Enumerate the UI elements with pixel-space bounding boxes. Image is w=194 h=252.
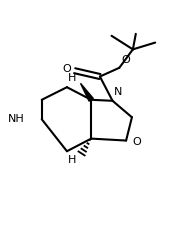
Text: O: O <box>121 55 130 65</box>
Text: O: O <box>62 64 71 74</box>
Text: H: H <box>68 155 76 165</box>
Text: NH: NH <box>8 114 24 124</box>
Text: H: H <box>68 74 76 83</box>
Text: O: O <box>132 137 141 146</box>
Polygon shape <box>81 83 93 101</box>
Text: N: N <box>113 87 122 97</box>
